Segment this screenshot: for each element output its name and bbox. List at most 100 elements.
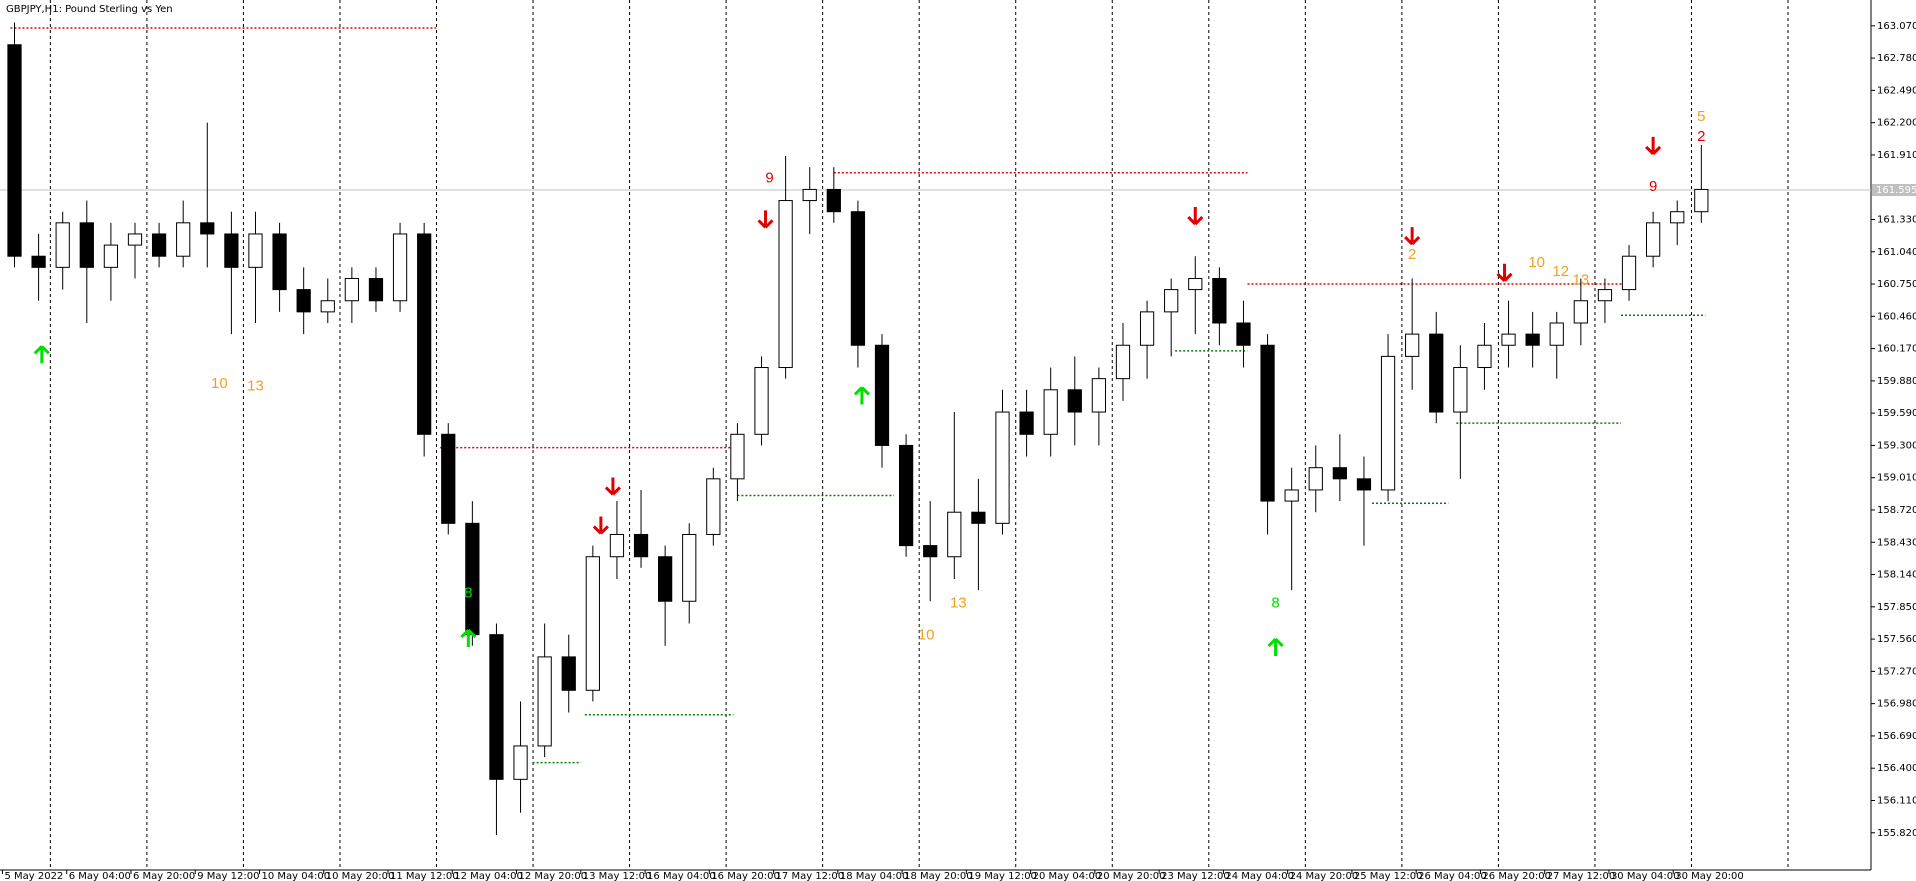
candle-body [826, 188, 841, 213]
candle-body [417, 233, 432, 435]
current-price-box [1872, 183, 1916, 196]
x-tick-label: 10 May 20:00 [326, 871, 395, 881]
candle-body [127, 233, 143, 246]
sequence-count: 12 [1552, 263, 1569, 280]
candle-body [1067, 389, 1082, 413]
y-tick-label: 157.560 [1877, 634, 1916, 645]
x-tick-label: 30 May 04:00 [1611, 871, 1680, 881]
x-tick-label: 6 May 04:00 [69, 871, 131, 881]
x-tick-label: 16 May 20:00 [711, 871, 780, 881]
x-tick-label: 6 May 20:00 [133, 871, 195, 881]
candle-body [850, 211, 866, 346]
y-tick-label: 162.780 [1877, 53, 1916, 64]
x-tick-label: 10 May 04:00 [261, 871, 330, 881]
candle-body [537, 656, 552, 747]
x-tick-label: 5 May 2022 [4, 871, 63, 881]
sequence-count: 9 [1649, 178, 1657, 195]
candle-body [682, 533, 697, 602]
candle-body [465, 522, 480, 636]
candle-body [898, 444, 914, 547]
candle-body [272, 233, 287, 291]
y-tick-label: 161.910 [1877, 150, 1916, 161]
candle-body [248, 233, 263, 268]
x-tick-label: 20 May 04:00 [1033, 871, 1102, 881]
sequence-count: 5 [1697, 108, 1705, 125]
candle-body [706, 478, 721, 535]
y-tick-label: 159.300 [1877, 440, 1916, 451]
y-tick-label: 156.690 [1877, 731, 1916, 742]
x-tick-label: 18 May 20:00 [904, 871, 973, 881]
candle-body [1019, 411, 1034, 435]
candle-body [368, 277, 384, 302]
y-tick-label: 155.820 [1877, 828, 1916, 839]
candle-body [1043, 389, 1058, 435]
x-tick-label: 20 May 20:00 [1097, 871, 1166, 881]
x-tick-label: 12 May 20:00 [519, 871, 588, 881]
current-price-label: 161.595 [1876, 185, 1916, 196]
candle-body [151, 233, 167, 257]
candle-body [1236, 322, 1251, 346]
x-tick-label: 26 May 20:00 [1482, 871, 1551, 881]
sequence-count: 2 [1697, 128, 1705, 145]
candle-body [874, 344, 890, 446]
y-tick-label: 157.270 [1877, 666, 1916, 677]
x-tick-label: 30 May 20:00 [1675, 871, 1744, 881]
y-tick-label: 162.490 [1877, 85, 1916, 96]
x-tick-label: 24 May 20:00 [1290, 871, 1359, 881]
candle-body [561, 656, 576, 691]
signal-arrow [1187, 207, 1204, 226]
candle-body [55, 222, 70, 268]
signal-arrow [592, 516, 609, 535]
candle-body [1405, 333, 1420, 357]
y-tick-label: 159.880 [1877, 376, 1916, 387]
x-tick-label: 23 May 12:00 [1161, 871, 1230, 881]
candle-body [1212, 277, 1227, 324]
candle-body [31, 255, 46, 268]
candle-body [658, 556, 673, 602]
candle-body [1091, 378, 1107, 413]
y-tick-label: 156.980 [1877, 699, 1916, 710]
candle-body [1115, 344, 1131, 380]
signal-arrow [1645, 136, 1662, 155]
candle-body [1501, 333, 1516, 346]
candle-body [923, 545, 938, 558]
candle-body [1525, 333, 1540, 346]
candle-body [79, 222, 94, 268]
candle-body [778, 200, 793, 369]
candle-body [971, 511, 986, 524]
candle-body [1188, 277, 1203, 291]
x-tick-label: 26 May 04:00 [1418, 871, 1487, 881]
candle-body [633, 533, 649, 558]
candle-body [947, 511, 962, 558]
signal-arrow [460, 629, 477, 648]
y-tick-label: 158.140 [1877, 570, 1916, 581]
candle-body [513, 745, 528, 780]
x-tick-label: 18 May 04:00 [840, 871, 909, 881]
y-tick-label: 160.170 [1877, 344, 1916, 355]
candle-body [585, 556, 600, 691]
x-tick-label: 12 May 04:00 [454, 871, 523, 881]
candle-body [224, 233, 239, 268]
x-tick-label: 16 May 04:00 [647, 871, 716, 881]
candle-body [730, 433, 745, 480]
sequence-count: 13 [950, 594, 967, 611]
candle-body [441, 433, 456, 524]
signal-arrow [853, 386, 870, 405]
x-tick-label: 9 May 12:00 [197, 871, 259, 881]
candle-body [754, 367, 769, 435]
y-tick-label: 161.330 [1877, 214, 1916, 225]
candle-body [1549, 322, 1564, 346]
sequence-count: 8 [1271, 594, 1279, 611]
y-tick-label: 163.070 [1877, 21, 1916, 32]
candle-body [176, 222, 191, 257]
candle-body [1573, 300, 1588, 324]
candle-body [1284, 489, 1299, 502]
y-tick-label: 158.430 [1877, 537, 1916, 548]
x-tick-label: 11 May 12:00 [390, 871, 459, 881]
candle-body [392, 233, 408, 302]
candle-body [1139, 311, 1155, 346]
y-tick-label: 160.460 [1877, 311, 1916, 322]
candle-body [1597, 289, 1613, 302]
